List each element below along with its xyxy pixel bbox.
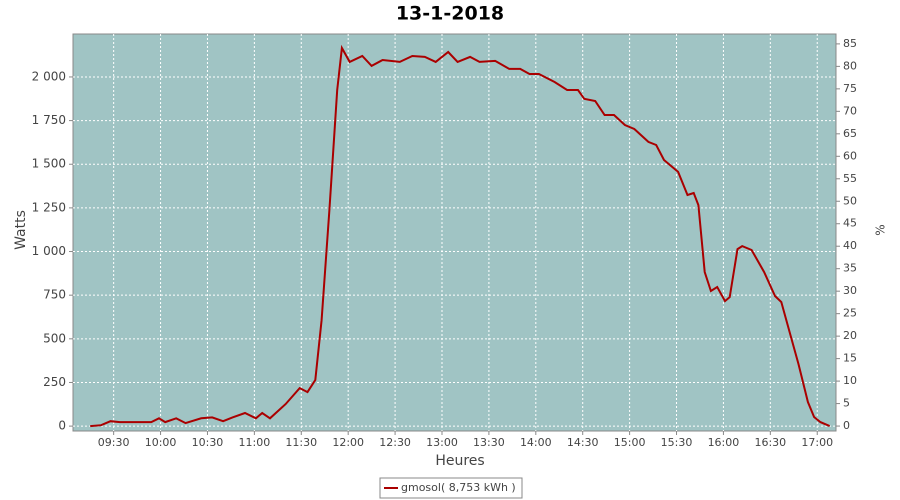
y-tick-label: 1 500	[32, 157, 66, 171]
x-axis-title: Heures	[435, 453, 484, 469]
x-tick-label: 15:00	[614, 436, 646, 449]
y2-axis-title: %	[874, 224, 888, 235]
y2-tick-label: 40	[843, 239, 857, 252]
y-tick-label: 0	[58, 419, 66, 433]
x-tick-label: 12:00	[332, 436, 364, 449]
x-tick-label: 13:00	[426, 436, 458, 449]
y2-tick-label: 25	[843, 307, 857, 320]
x-tick-label: 14:30	[567, 436, 599, 449]
y-axis-title: Watts	[13, 210, 29, 250]
x-tick-label: 16:00	[708, 436, 740, 449]
y2-tick-label: 85	[843, 37, 857, 50]
y-tick-label: 750	[43, 288, 66, 302]
plot-area	[72, 33, 837, 432]
y2-tick-label: 10	[843, 374, 857, 387]
y-tick-label: 1 000	[32, 244, 66, 258]
y-tick-label: 1 250	[32, 200, 66, 214]
y-tick-label: 500	[43, 331, 66, 345]
x-tick-label: 16:30	[754, 436, 786, 449]
x-tick-label: 11:00	[239, 436, 271, 449]
y2-tick-label: 60	[843, 149, 857, 162]
x-tick-label: 17:00	[801, 436, 833, 449]
legend-box	[379, 477, 523, 499]
x-tick-label: 10:00	[145, 436, 177, 449]
y2-tick-label: 20	[843, 329, 857, 342]
x-tick-label: 09:30	[98, 436, 130, 449]
y2-tick-label: 75	[843, 82, 857, 95]
y2-tick-label: 55	[843, 172, 857, 185]
y2-tick-label: 35	[843, 262, 857, 275]
y-tick-label: 1 750	[32, 113, 66, 127]
y2-tick-label: 45	[843, 217, 857, 230]
x-tick-label: 14:00	[520, 436, 552, 449]
y2-tick-label: 65	[843, 127, 857, 140]
x-tick-label: 10:30	[192, 436, 224, 449]
y2-tick-label: 0	[843, 419, 850, 432]
y2-tick-label: 70	[843, 104, 857, 117]
legend-label: gmosol( 8,753 kWh )	[401, 481, 516, 494]
x-tick-label: 11:30	[285, 436, 317, 449]
chart-title: 13-1-2018	[396, 3, 504, 25]
x-tick-label: 15:30	[661, 436, 693, 449]
y-tick-label: 250	[43, 375, 66, 389]
data-line	[90, 44, 831, 428]
y2-tick-label: 30	[843, 284, 857, 297]
y2-tick-label: 15	[843, 352, 857, 365]
x-tick-label: 12:30	[379, 436, 411, 449]
y-tick-label: 2 000	[32, 69, 66, 83]
y2-tick-label: 5	[843, 397, 850, 410]
y2-tick-label: 50	[843, 194, 857, 207]
y2-tick-label: 80	[843, 59, 857, 72]
x-tick-label: 13:30	[473, 436, 505, 449]
